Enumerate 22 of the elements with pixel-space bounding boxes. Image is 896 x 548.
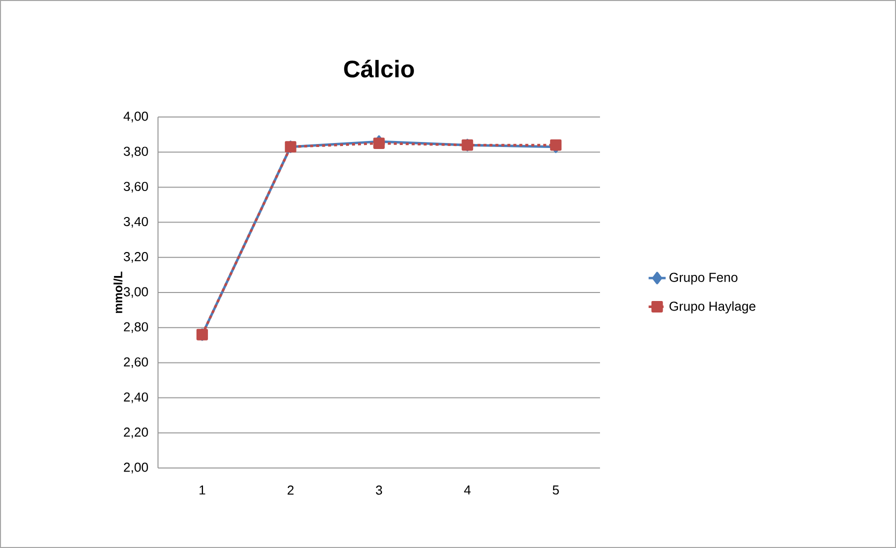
y-tick-label: 2,40 [124, 392, 148, 404]
y-tick-label: 3,00 [124, 287, 148, 298]
x-tick-label: 4 [464, 486, 471, 494]
point [550, 139, 562, 151]
legend-label: Grupo Feno [670, 272, 738, 285]
y-tick-label: 2,80 [124, 322, 148, 333]
y-tick-label: 2,00 [124, 462, 148, 474]
y-tick-label: 4,00 [124, 112, 148, 122]
y-tick-label: 3,40 [124, 216, 148, 228]
y-axis-title: mmol/L [114, 272, 122, 313]
y-tick-label: 3,20 [124, 252, 148, 263]
x-tick-label: 3 [376, 486, 382, 495]
y-tick-label: 2,60 [124, 357, 148, 368]
y-tick-label: 3,80 [124, 146, 148, 158]
x-tick-label: 5 [552, 486, 559, 495]
x-tick-label: 2 [288, 486, 294, 495]
point [373, 138, 385, 150]
y-tick-label: 2,20 [124, 428, 148, 438]
x-tick-label: 1 [200, 486, 206, 494]
legend-label: Grupo Haylage [670, 301, 756, 314]
y-tick-label: 3,60 [124, 182, 148, 193]
chart-title: Cálcio [344, 60, 414, 78]
